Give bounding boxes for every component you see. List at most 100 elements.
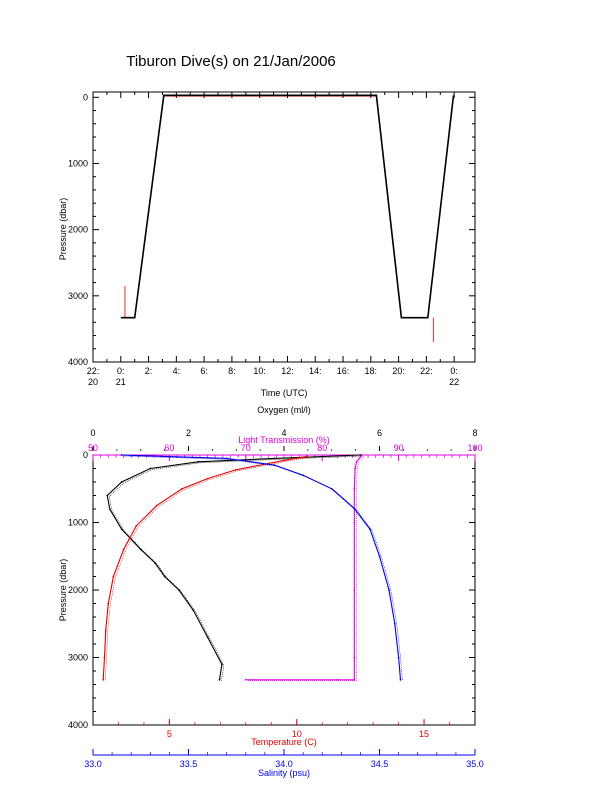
temperature-data-point [155, 504, 158, 507]
y-axis-ticks: 0 1000 2000 3000 4000 [68, 450, 475, 730]
temperature-profile-scatter [104, 457, 309, 681]
y-tick-label: 3000 [68, 653, 88, 663]
transmission-data-point [353, 678, 356, 681]
x-tick-label: 0: [117, 366, 125, 376]
oxygen-data-point [197, 460, 200, 463]
oxygen-data-point [178, 589, 180, 591]
salinity-axis-label: Salinity (psu) [258, 768, 310, 778]
oxygen-data-point [192, 609, 195, 612]
salinity-data-point [120, 454, 123, 456]
x-tick-label: 4: [173, 366, 181, 376]
plot-frame [92, 91, 476, 363]
temperature-data-point [103, 656, 106, 659]
x-tick-label: 8: [228, 366, 236, 376]
x-axis-label: Time (UTC) [261, 388, 308, 398]
temperature-profile-line [102, 455, 307, 680]
oxygen-tick-label: 8 [472, 428, 477, 438]
temperature-data-point [181, 487, 184, 490]
oxygen-data-point [149, 467, 152, 470]
x-tick-label: 22 [449, 377, 459, 387]
transmission-data-point [353, 656, 356, 659]
oxygen-data-point [359, 454, 362, 456]
salinity-data-point [225, 457, 228, 460]
oxygen-axis-label: Oxygen (ml/l) [257, 405, 311, 415]
x-tick-label: 22: [87, 366, 100, 376]
x-tick-label: 0: [450, 366, 458, 376]
y-axis-label: Pressure (dbar) [58, 559, 68, 622]
dive-track-line [121, 95, 454, 319]
transmission-data-point [353, 589, 356, 591]
temperature-data-point [112, 575, 115, 578]
temperature-tick-label: 10 [292, 729, 302, 739]
transmission-tick-label: 60 [164, 443, 174, 453]
oxygen-data-point [163, 575, 166, 578]
y-axis-label: Pressure (dbar) [58, 198, 68, 261]
salinity-tick-label: 34.5 [371, 759, 389, 769]
x-tick-label: 2: [145, 366, 153, 376]
transmission-tick-label: 80 [317, 443, 327, 453]
oxygen-data-point [154, 562, 157, 564]
salinity-tick-label: 35.0 [466, 759, 484, 769]
oxygen-tick-label: 0 [90, 428, 95, 438]
salinity-data-point [399, 678, 402, 681]
temperature-tick-label: 5 [167, 729, 172, 739]
x-tick-label: 20: [392, 366, 405, 376]
temperature-data-point [283, 459, 285, 462]
salinity-tick-label: 33.5 [180, 759, 198, 769]
temperature-axis-label: Temperature (C) [251, 737, 317, 747]
extra-axes: 0 2 4 6 8 50 60 70 80 90 100 5 10 15 33.0 33.5 34.0 34.5 3… [84, 428, 484, 769]
y-tick-label: 4000 [68, 720, 88, 730]
transmission-profile-line [245, 454, 363, 681]
temperature-tick-label: 15 [419, 729, 429, 739]
oxygen-data-point [120, 481, 123, 483]
oxygen-tick-label: 2 [186, 428, 191, 438]
salinity-profile-scatter [123, 455, 403, 681]
oxygen-data-point [120, 528, 123, 531]
salinity-data-point [273, 464, 276, 466]
oxygen-data-point [218, 678, 221, 681]
salinity-profile-line [121, 454, 402, 680]
transmission-axis-label: Light Transmission (%) [238, 435, 330, 445]
temperature-data-point [104, 629, 107, 632]
dive-track-line [120, 94, 455, 319]
x-tick-label: 12: [281, 366, 294, 376]
y-tick-label: 4000 [68, 357, 88, 367]
oxygen-data-point [221, 663, 223, 666]
x-tick-label: 16: [337, 366, 350, 376]
salinity-data-point [353, 508, 356, 510]
salinity-data-point [369, 528, 371, 531]
temperature-data-point [122, 548, 125, 551]
transmission-tick-label: 70 [241, 443, 251, 453]
x-tick-label: 14: [309, 366, 322, 376]
oxygen-profile-scatter [108, 455, 363, 681]
oxygen-data-point [206, 636, 209, 639]
transmission-tick-label: 90 [394, 443, 404, 453]
y-tick-label: 2000 [68, 585, 88, 595]
temperature-data-point [135, 525, 138, 527]
salinity-data-point [378, 555, 381, 558]
transmission-data-point [336, 678, 339, 681]
chart-title: Tiburon Dive(s) on 21/Jan/2006 [126, 53, 336, 70]
y-tick-label: 1000 [68, 518, 88, 528]
y-tick-label: 0 [83, 450, 88, 460]
salinity-data-point [397, 656, 400, 659]
transmission-data-point [244, 678, 247, 681]
temperature-data-point [206, 477, 209, 480]
salinity-data-point [393, 622, 396, 625]
oxygen-tick-label: 6 [377, 428, 382, 438]
x-axis-ticks: 22:200:212: 4: 6: 8: 10: 12: 14: 16: 18: 20: 22: 0:… [87, 92, 459, 387]
transmission-data-point [353, 521, 356, 524]
salinity-data-point [302, 474, 304, 477]
transmission-data-point [355, 460, 358, 463]
y-tick-label: 0 [83, 92, 88, 102]
oxygen-data-point [139, 548, 142, 551]
temperature-data-point [107, 602, 110, 605]
transmission-profile-scatter [247, 455, 365, 682]
profile-chart: 0 1000 2000 3000 4000 0 2 4 6 8 50 60 70 80 90 100 5 10 1… [58, 405, 484, 778]
salinity-tick-label: 34.0 [275, 759, 293, 769]
oxygen-data-point [106, 494, 109, 497]
x-tick-label: 18: [365, 366, 378, 376]
x-tick-label: 21 [116, 377, 126, 387]
salinity-data-point [388, 589, 390, 591]
